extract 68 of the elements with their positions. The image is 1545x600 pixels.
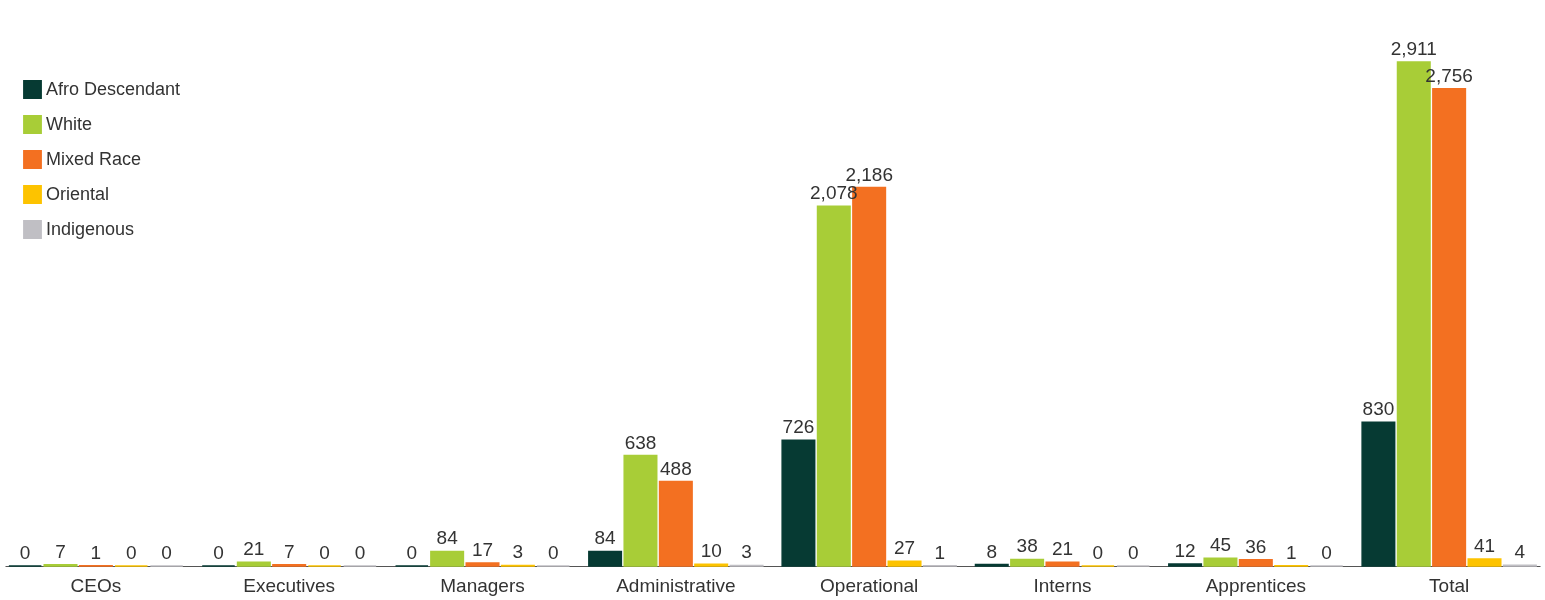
- data-label: 0: [213, 542, 224, 563]
- bar: [236, 561, 271, 567]
- x-tick-label: CEOs: [70, 574, 122, 596]
- legend-label: Afro Descendant: [46, 78, 181, 99]
- data-label: 0: [406, 542, 418, 563]
- data-label: 7: [283, 540, 295, 562]
- bar: [1361, 421, 1396, 567]
- data-label: 45: [1209, 534, 1232, 556]
- bar: [1168, 563, 1203, 567]
- data-label: 3: [741, 541, 752, 563]
- data-label: 638: [624, 431, 657, 453]
- data-label: 21: [243, 538, 265, 560]
- bar: [816, 205, 851, 567]
- bar: [658, 480, 693, 567]
- bar: [588, 550, 623, 567]
- legend-label: Mixed Race: [46, 148, 142, 169]
- data-label: 27: [893, 537, 916, 559]
- bar: [1203, 557, 1238, 567]
- data-label: 2,186: [845, 163, 893, 185]
- data-label: 84: [436, 527, 459, 549]
- bar: [781, 439, 816, 567]
- legend-label: Oriental: [46, 183, 110, 204]
- bar: [1432, 88, 1467, 567]
- data-label: 41: [1473, 534, 1496, 556]
- data-label: 12: [1174, 539, 1196, 561]
- data-label: 4: [1514, 541, 1526, 563]
- x-tick-label: Administrative: [616, 574, 736, 596]
- data-label: 0: [354, 542, 366, 563]
- data-label: 0: [19, 542, 31, 563]
- data-label: 0: [1092, 542, 1104, 563]
- bar: [623, 454, 658, 567]
- x-tick-label: Interns: [1033, 574, 1092, 596]
- data-label: 726: [782, 416, 815, 438]
- data-label: 0: [161, 542, 172, 563]
- x-tick-label: Operational: [820, 574, 919, 596]
- x-tick-label: Managers: [440, 574, 525, 596]
- data-label: 2,911: [1390, 38, 1437, 59]
- data-label: 0: [1127, 542, 1139, 563]
- data-label: 830: [1362, 398, 1395, 420]
- x-tick-label: Total: [1429, 574, 1470, 596]
- bar: [465, 562, 500, 567]
- data-label: 84: [594, 527, 617, 549]
- data-label: 7: [55, 540, 66, 562]
- data-label: 8: [986, 540, 998, 562]
- data-label: 488: [659, 457, 692, 479]
- bar: [1467, 558, 1502, 567]
- data-label: 38: [1016, 535, 1038, 557]
- x-tick-label: Executives: [243, 574, 336, 596]
- bar: [887, 560, 922, 567]
- bar: [1010, 558, 1045, 567]
- bar: [430, 550, 465, 567]
- bar: [1045, 561, 1080, 567]
- legend-label: White: [46, 113, 93, 134]
- data-label: 1: [934, 541, 946, 563]
- data-label: 0: [1321, 542, 1332, 563]
- data-label: 1: [1285, 541, 1297, 563]
- x-tick-label: Apprentices: [1205, 574, 1306, 596]
- data-label: 3: [512, 541, 524, 563]
- data-label: 0: [319, 542, 330, 563]
- data-label: 1: [90, 541, 102, 563]
- data-label: 17: [471, 539, 494, 561]
- data-label: 10: [700, 540, 722, 562]
- legend-label: Indigenous: [46, 218, 135, 239]
- data-label: 36: [1245, 535, 1267, 557]
- data-label: 21: [1051, 538, 1074, 560]
- bar: [1238, 559, 1273, 567]
- data-label: 0: [125, 542, 137, 563]
- data-label: 0: [547, 542, 559, 563]
